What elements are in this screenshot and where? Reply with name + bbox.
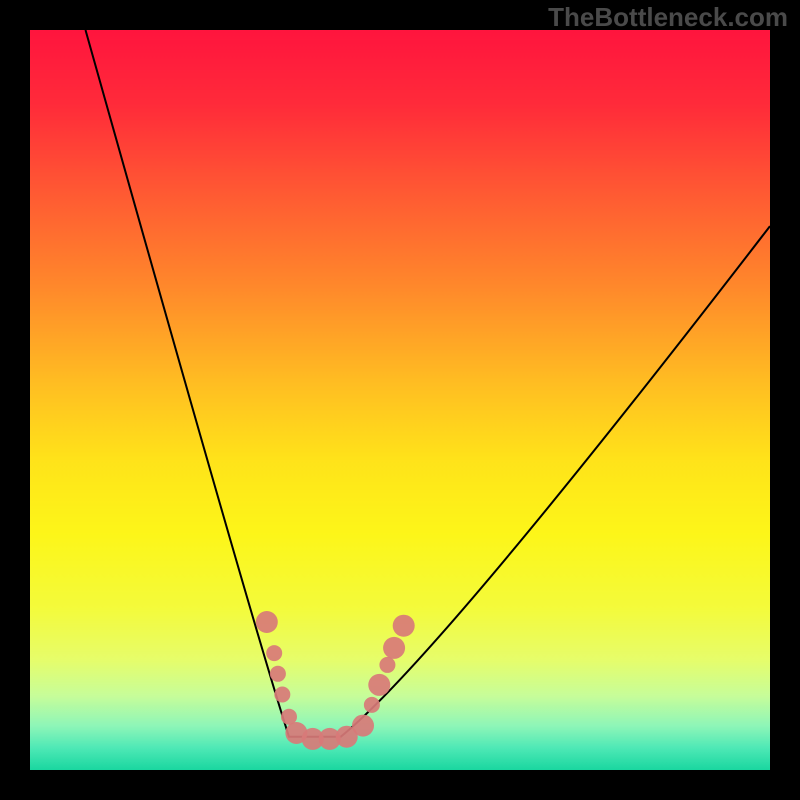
watermark-text: TheBottleneck.com [548, 2, 788, 33]
gradient-plot-area [30, 30, 770, 770]
chart-container: TheBottleneck.com [0, 0, 800, 800]
